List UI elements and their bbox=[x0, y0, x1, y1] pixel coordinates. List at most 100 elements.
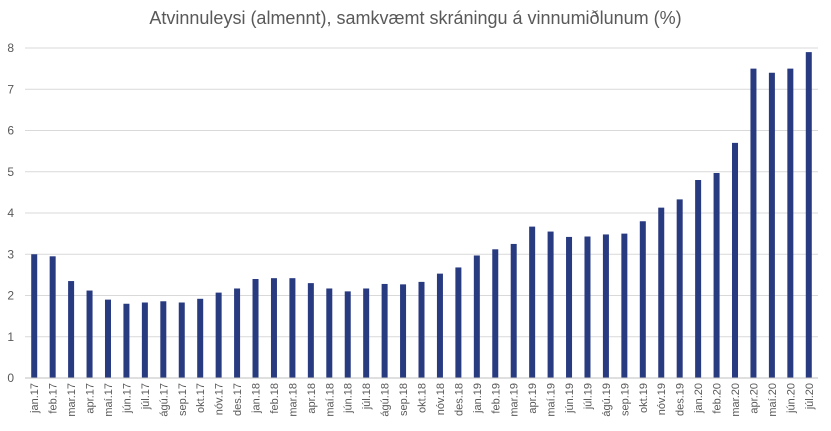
y-tick-label: 8 bbox=[7, 41, 14, 55]
bar bbox=[695, 180, 702, 378]
bar bbox=[123, 303, 130, 378]
bar bbox=[492, 249, 499, 378]
bar bbox=[584, 236, 591, 378]
x-tick-label: feb.20 bbox=[712, 383, 724, 414]
bar bbox=[566, 236, 573, 378]
x-tick-label: maí.18 bbox=[324, 383, 336, 417]
x-tick-label: jan.19 bbox=[472, 383, 484, 414]
bar bbox=[805, 52, 812, 378]
x-tick-label: apr.17 bbox=[85, 383, 97, 414]
x-tick-label: júl.19 bbox=[582, 383, 594, 410]
bar bbox=[676, 199, 683, 378]
bar bbox=[381, 283, 388, 378]
y-tick-label: 5 bbox=[7, 165, 14, 179]
x-tick-label: ágú.19 bbox=[601, 383, 613, 417]
bar bbox=[31, 254, 38, 378]
bar bbox=[289, 278, 296, 378]
y-tick-label: 0 bbox=[7, 371, 14, 385]
bar bbox=[178, 302, 185, 378]
bar bbox=[49, 256, 56, 378]
bar bbox=[344, 291, 351, 378]
x-tick-label: sep.19 bbox=[619, 383, 631, 416]
x-tick-label: ágú.17 bbox=[158, 383, 170, 417]
bar bbox=[473, 255, 480, 378]
bar bbox=[141, 302, 148, 378]
x-tick-label: júl.20 bbox=[804, 383, 816, 410]
y-tick-label: 1 bbox=[7, 330, 14, 344]
bar bbox=[455, 267, 462, 378]
bar bbox=[547, 231, 554, 378]
bar bbox=[68, 281, 75, 378]
x-tick-label: nóv.17 bbox=[214, 383, 226, 415]
bar bbox=[639, 221, 646, 378]
bar bbox=[270, 278, 277, 378]
x-tick-label: feb.17 bbox=[48, 383, 60, 414]
x-tick-label: nóv.18 bbox=[435, 383, 447, 415]
x-tick-labels: jan.17 feb.17 mar.17 apr.17 maí.17 jún.17 júl.… bbox=[29, 383, 816, 417]
x-tick-label: des.17 bbox=[232, 383, 244, 416]
x-tick-label: mar.17 bbox=[66, 383, 78, 417]
x-tick-label: sep.17 bbox=[177, 383, 189, 416]
x-tick-label: mar.18 bbox=[287, 383, 299, 417]
x-tick-label: des.18 bbox=[453, 383, 465, 416]
x-tick-label: nóv.19 bbox=[656, 383, 668, 415]
bar bbox=[713, 172, 720, 378]
x-tick-label: jan.18 bbox=[251, 383, 263, 414]
x-tick-label: jan.20 bbox=[693, 383, 705, 414]
bar bbox=[252, 279, 259, 378]
x-tick-label: maí.19 bbox=[546, 383, 558, 417]
y-tick-label: 7 bbox=[7, 82, 14, 96]
bar bbox=[787, 68, 794, 378]
x-tick-label: jan.17 bbox=[29, 383, 41, 414]
bar bbox=[602, 234, 609, 378]
bar bbox=[529, 226, 536, 378]
bar bbox=[621, 233, 628, 378]
bar bbox=[197, 298, 204, 378]
bar bbox=[510, 243, 517, 378]
bar bbox=[658, 207, 665, 378]
x-tick-label: maí.20 bbox=[767, 383, 779, 417]
bar bbox=[160, 301, 167, 378]
x-tick-label: okt.18 bbox=[417, 383, 429, 413]
x-tick-label: jún.18 bbox=[343, 383, 355, 414]
bar bbox=[750, 68, 757, 378]
y-tick-label: 4 bbox=[7, 206, 14, 220]
x-tick-label: des.19 bbox=[675, 383, 687, 416]
x-tick-label: apr.18 bbox=[306, 383, 318, 414]
bar bbox=[104, 299, 111, 378]
x-tick-label: okt.17 bbox=[195, 383, 207, 413]
bars bbox=[31, 52, 812, 378]
bar bbox=[86, 290, 93, 378]
x-tick-label: júl.17 bbox=[140, 383, 152, 410]
x-tick-label: feb.19 bbox=[490, 383, 502, 414]
bar bbox=[436, 273, 443, 378]
x-tick-label: ágú.18 bbox=[380, 383, 392, 417]
x-tick-label: jún.19 bbox=[564, 383, 576, 414]
x-tick-label: maí.17 bbox=[103, 383, 115, 417]
bar bbox=[215, 292, 222, 378]
x-tick-label: apr.19 bbox=[527, 383, 539, 414]
y-tick-label: 6 bbox=[7, 124, 14, 138]
x-tick-label: jún.17 bbox=[121, 383, 133, 414]
x-tick-label: mar.19 bbox=[509, 383, 521, 417]
bar bbox=[400, 284, 407, 378]
y-tick-label: 3 bbox=[7, 247, 14, 261]
y-tick-labels: 0 1 2 3 4 5 6 7 8 bbox=[7, 41, 14, 385]
bar bbox=[418, 281, 425, 378]
bar bbox=[363, 288, 370, 378]
x-tick-label: júl.18 bbox=[361, 383, 373, 410]
x-tick-label: mar.20 bbox=[730, 383, 742, 417]
bar bbox=[732, 142, 739, 378]
bar bbox=[768, 72, 775, 378]
x-tick-label: jún.20 bbox=[785, 383, 797, 414]
x-tick-label: okt.19 bbox=[638, 383, 650, 413]
x-tick-label: feb.18 bbox=[269, 383, 281, 414]
chart-title: Atvinnuleysi (almennt), samkvæmt skránin… bbox=[149, 8, 682, 28]
y-tick-label: 2 bbox=[7, 289, 14, 303]
x-tick-label: apr.20 bbox=[748, 383, 760, 414]
bar bbox=[326, 288, 333, 378]
x-tick-label: sep.18 bbox=[398, 383, 410, 416]
bar bbox=[307, 283, 314, 378]
